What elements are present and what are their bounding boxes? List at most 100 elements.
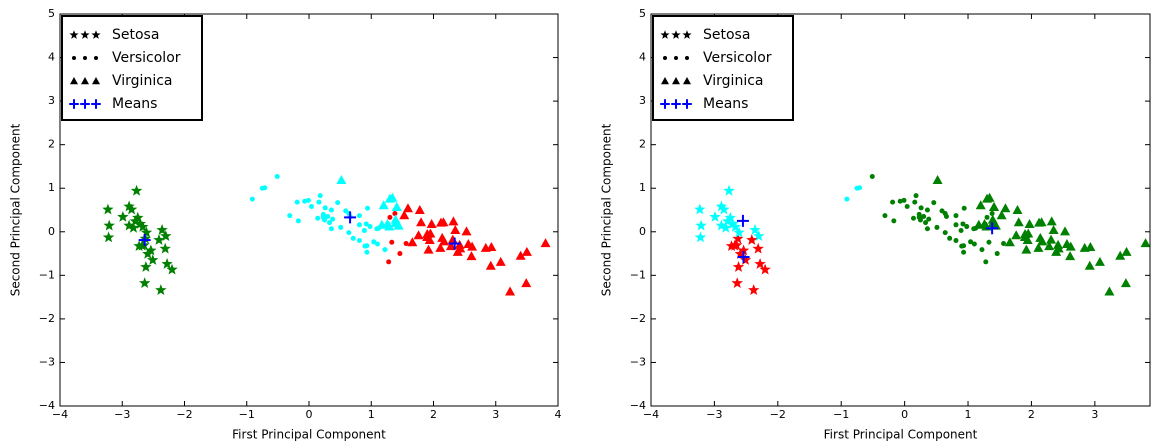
triangle-point <box>521 246 532 256</box>
star-point <box>155 284 167 295</box>
y-tick-label: −3 <box>630 355 646 368</box>
star-point <box>166 263 178 275</box>
triangle-point <box>1051 246 1062 256</box>
triangle-point <box>1021 244 1032 254</box>
triangle-point <box>989 201 1000 211</box>
x-tick-label: −1 <box>833 408 849 421</box>
star-point <box>748 284 760 295</box>
star-point <box>123 219 135 231</box>
dot-point <box>83 56 87 60</box>
legend: Setosa Versicolor Virginica Means <box>61 15 203 121</box>
dot-point <box>308 204 314 210</box>
x-tick-label: 2 <box>430 408 437 421</box>
y-tick-label: −2 <box>630 312 646 325</box>
triangle-point <box>393 220 404 230</box>
star-point <box>103 219 115 231</box>
dot-point <box>325 214 331 220</box>
star-point <box>69 30 79 39</box>
x-tick-label: 0 <box>901 408 908 421</box>
plot-frame <box>59 13 559 407</box>
dot-point <box>335 200 341 206</box>
triangle-point <box>416 217 427 227</box>
dot-point <box>942 230 948 236</box>
triangle-point <box>450 225 461 235</box>
dot-point <box>904 204 910 210</box>
triangle-point <box>973 219 984 229</box>
x-tick-label: −3 <box>114 408 130 421</box>
dot-point <box>328 226 334 232</box>
star-point <box>754 258 766 269</box>
dot-point <box>943 214 949 220</box>
triangle-point <box>426 218 437 228</box>
dot-point <box>983 259 989 265</box>
legend-label: Virginica <box>112 73 172 89</box>
triangle-point <box>407 237 418 247</box>
star-point <box>722 215 734 227</box>
x-axis-label: First Principal Component <box>824 428 978 442</box>
dot-point <box>958 227 964 233</box>
y-tick-label: 1 <box>639 181 646 194</box>
dot-point <box>382 247 388 253</box>
triangle-point <box>540 238 551 248</box>
dot-point <box>994 251 1000 257</box>
triangle-point <box>423 244 434 254</box>
dot-point <box>968 239 974 245</box>
triangle-point <box>1033 242 1044 252</box>
star-point <box>660 30 670 39</box>
star-point <box>723 184 735 196</box>
dot-point <box>356 213 362 219</box>
star-point <box>130 184 143 196</box>
legend: Setosa Versicolor Virginica Means <box>652 15 794 121</box>
plus-point <box>69 99 79 109</box>
dot-point <box>287 213 293 219</box>
dot-point <box>343 208 349 214</box>
y-tick-label: 3 <box>48 94 55 107</box>
star-point <box>733 226 745 238</box>
y-tick-label: 2 <box>48 138 55 151</box>
triangle-point <box>1084 260 1095 270</box>
y-tick-label: 4 <box>639 51 646 64</box>
star-point <box>147 254 159 265</box>
dot-point <box>315 215 321 221</box>
triangle-point <box>390 214 401 224</box>
triangle-point <box>1115 250 1126 260</box>
dot-point <box>356 237 362 243</box>
star-point <box>739 254 752 265</box>
triangle-point <box>1060 226 1071 236</box>
star-point <box>753 230 765 241</box>
y-tick-label: 1 <box>48 181 55 194</box>
dot-point <box>953 237 959 243</box>
dot-point <box>989 210 995 216</box>
dot-point <box>328 207 334 213</box>
x-tick-label: −2 <box>770 408 786 421</box>
star-point <box>732 232 744 244</box>
dot-point <box>897 198 903 204</box>
dot-point <box>869 173 875 179</box>
y-axis-label: Second Principal Component <box>600 123 614 296</box>
star-point <box>129 215 141 227</box>
plot: −4 −3 −2 −1 0 1 2 3 4 −4 −3 −2 −1 0 1 2 3 4 5 First Princip… <box>9 7 562 442</box>
star-point <box>145 244 157 256</box>
triangle-point <box>1044 241 1055 251</box>
dot-point <box>371 239 377 245</box>
y-tick-label: −1 <box>630 268 646 281</box>
dot-point <box>917 217 923 223</box>
star-point <box>133 240 145 251</box>
triangle-point <box>495 256 506 266</box>
star-point <box>682 30 692 39</box>
star-point <box>724 211 736 223</box>
dot-point <box>346 230 352 236</box>
dot-point <box>921 214 927 220</box>
star-point <box>694 203 706 215</box>
y-axis-label: Second Principal Component <box>9 123 23 296</box>
triangle-point <box>932 174 943 184</box>
dot-point <box>964 224 970 230</box>
dot-point <box>392 210 398 216</box>
plus-point <box>986 222 999 235</box>
dot-point <box>912 199 918 205</box>
x-tick-label: 1 <box>368 408 375 421</box>
dot-point <box>924 226 930 232</box>
triangle-point <box>1035 232 1046 242</box>
triangle-point <box>996 210 1007 220</box>
star-point <box>127 221 140 233</box>
